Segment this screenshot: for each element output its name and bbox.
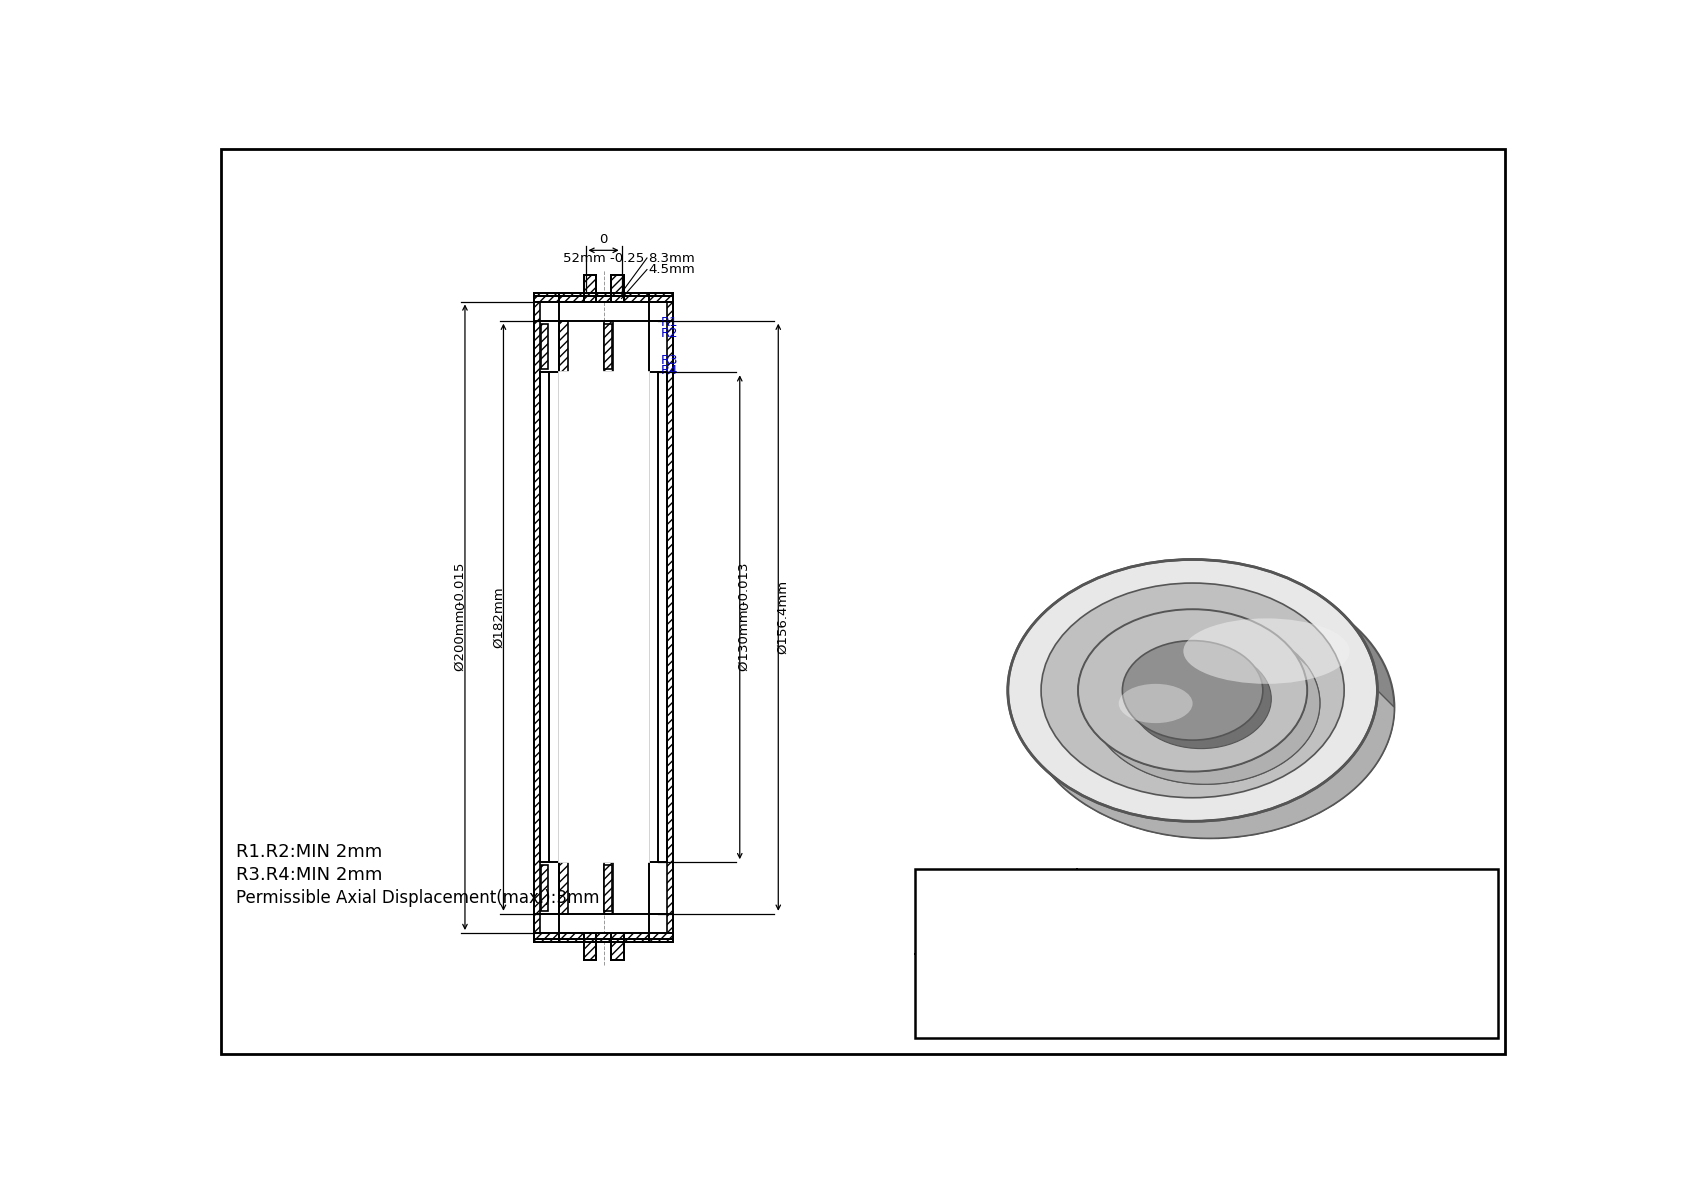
Ellipse shape <box>1184 618 1349 684</box>
Text: LILY: LILY <box>926 880 1068 942</box>
Text: 4.5mm: 4.5mm <box>648 263 695 276</box>
Text: R1.R2:MIN 2mm: R1.R2:MIN 2mm <box>236 843 382 861</box>
Bar <box>584 275 596 301</box>
Text: Double Row Super-Precision Cylindrical Roller Bearings: Double Row Super-Precision Cylindrical R… <box>1098 1003 1477 1017</box>
Ellipse shape <box>1132 649 1271 749</box>
Text: Ø130mm -0.013: Ø130mm -0.013 <box>738 563 751 672</box>
Bar <box>611 933 623 960</box>
Bar <box>534 301 541 933</box>
Ellipse shape <box>1007 560 1378 822</box>
Text: 0: 0 <box>738 601 751 610</box>
Bar <box>541 865 549 911</box>
Ellipse shape <box>1122 641 1263 740</box>
Bar <box>559 293 648 301</box>
Bar <box>584 933 596 960</box>
Text: 52mm -0.25: 52mm -0.25 <box>562 251 645 264</box>
Bar <box>534 295 674 301</box>
Text: SHANGHAI LILY BEARING LIMITED: SHANGHAI LILY BEARING LIMITED <box>1148 893 1426 909</box>
Bar <box>605 865 611 911</box>
Text: 0: 0 <box>600 232 608 245</box>
Bar <box>916 869 1497 1039</box>
Text: Permissible Axial Displacement(max.):3mm: Permissible Axial Displacement(max.):3mm <box>236 890 600 908</box>
Text: Ø200mm -0.015: Ø200mm -0.015 <box>455 563 466 672</box>
Text: R4: R4 <box>660 364 679 378</box>
Ellipse shape <box>1118 684 1192 723</box>
Bar <box>559 862 568 913</box>
Polygon shape <box>1007 691 1394 838</box>
Bar <box>667 301 674 933</box>
Text: R1: R1 <box>660 316 679 329</box>
Bar <box>559 320 568 373</box>
Text: Ø182mm: Ø182mm <box>492 586 505 648</box>
Text: R3.R4:MIN 2mm: R3.R4:MIN 2mm <box>236 866 382 884</box>
Text: R3: R3 <box>660 354 679 367</box>
Text: ®: ® <box>1046 879 1064 897</box>
Ellipse shape <box>1078 610 1307 772</box>
Bar <box>611 275 623 301</box>
Text: 8.3mm: 8.3mm <box>648 251 695 264</box>
Text: Email: lilybearing@lily-bearing.com: Email: lilybearing@lily-bearing.com <box>1169 925 1406 939</box>
Text: 0: 0 <box>455 601 466 610</box>
Bar <box>603 862 613 913</box>
Bar <box>541 324 549 369</box>
Bar <box>534 933 674 939</box>
Text: NN 3026 TN9/SPC2W33: NN 3026 TN9/SPC2W33 <box>1169 965 1404 983</box>
Bar <box>605 324 611 369</box>
Polygon shape <box>1078 654 1320 784</box>
Bar <box>534 939 674 942</box>
Bar <box>534 293 674 295</box>
Ellipse shape <box>1026 576 1394 838</box>
Text: Part
Number: Part Number <box>965 980 1027 1012</box>
Text: Ø156.4mm: Ø156.4mm <box>776 580 790 654</box>
Ellipse shape <box>1041 584 1344 798</box>
Bar <box>559 933 648 942</box>
Bar <box>559 373 648 862</box>
Text: R2: R2 <box>660 326 679 339</box>
Ellipse shape <box>1091 622 1320 784</box>
Bar <box>603 320 613 373</box>
